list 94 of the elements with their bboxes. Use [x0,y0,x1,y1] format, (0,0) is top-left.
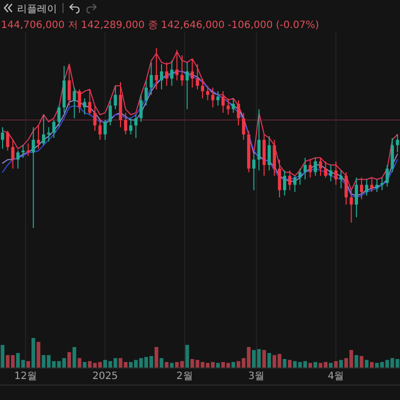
candlestick [124,112,128,135]
bar [67,352,72,368]
candlestick [288,170,292,191]
candlestick [354,177,358,218]
candlestick [375,178,379,192]
candlestick [272,139,276,176]
candlestick [57,105,61,128]
candlestick [186,62,189,110]
candlestick [36,124,40,150]
candlestick [139,94,143,122]
candlestick [232,98,235,114]
candlestick [42,114,46,146]
bar [267,353,272,368]
candlestick [129,118,132,135]
candlestick [68,64,71,106]
candlestick [26,142,30,156]
candlestick [365,178,368,196]
candlestick [308,159,312,178]
candlestick [190,58,194,88]
bar [160,358,164,368]
candlestick [242,112,246,140]
text: 144,706,000 저 142,289,000 종 142,646,000 -106,000 (-0.07%) [1,20,320,31]
candlestick [160,64,164,90]
x-tick-label: 2025 [92,371,118,382]
candlestick [252,154,256,191]
candlestick [298,168,302,186]
bar [360,356,364,368]
candlestick [47,126,50,142]
x-tick-label: 12월 [14,371,38,382]
candlestick [6,130,10,152]
x-tick-label: 3월 [248,371,265,382]
candlestick [52,120,56,138]
candlestick [88,88,92,116]
bar [72,347,76,368]
candlestick [196,64,200,90]
candlestick [268,136,271,171]
bar [339,360,343,368]
bar [262,350,266,368]
candlestick [134,114,138,138]
candlestick [78,88,82,114]
x-tick-label: 4월 [328,371,344,382]
candlestick [293,175,296,192]
candlestick [314,157,317,176]
candlestick [98,118,102,140]
candlestick [344,172,348,206]
candlestick [390,138,394,173]
candlestick [334,160,338,186]
candlestick [221,90,225,114]
bar [78,358,82,368]
candlestick [206,85,210,101]
x-tick-label: 2월 [176,371,193,382]
candlestick [154,48,158,90]
candlestick [21,144,25,158]
candlestick [72,87,76,119]
candlestick [329,164,332,182]
candlestick [180,54,184,86]
candlestick [211,87,214,108]
bar [0,344,4,368]
candlestick [257,108,261,171]
candlestick [216,90,220,106]
bar [154,347,158,368]
candlestick [370,177,374,192]
candlestick [324,160,328,178]
candlestick [386,164,389,188]
candlestick [83,98,86,116]
candlestick [175,49,179,81]
candlestick [16,150,20,170]
bar [36,342,40,368]
candlestick [304,157,307,180]
candlestick [226,98,230,116]
candlestick [360,177,364,200]
candlestick [108,100,112,126]
candlestick [150,62,153,96]
candlestick [380,177,384,191]
candlestick [283,170,286,196]
bar [354,355,358,368]
bar [31,338,36,368]
bar [216,362,220,368]
candlestick [236,100,240,126]
candlestick [104,120,107,140]
candlestick [318,157,322,176]
candlestick [165,62,168,86]
text: 리플레이 [17,4,57,15]
candlestick [11,139,14,170]
candlestick [278,159,282,198]
candlestick [114,85,117,110]
candlestick [93,105,96,132]
candlestick [170,60,174,86]
candlestick [32,126,35,228]
candlestick [0,126,4,150]
candlestick [339,170,343,189]
candlestick [350,190,353,224]
bar [185,344,190,368]
candlestick [144,80,148,106]
